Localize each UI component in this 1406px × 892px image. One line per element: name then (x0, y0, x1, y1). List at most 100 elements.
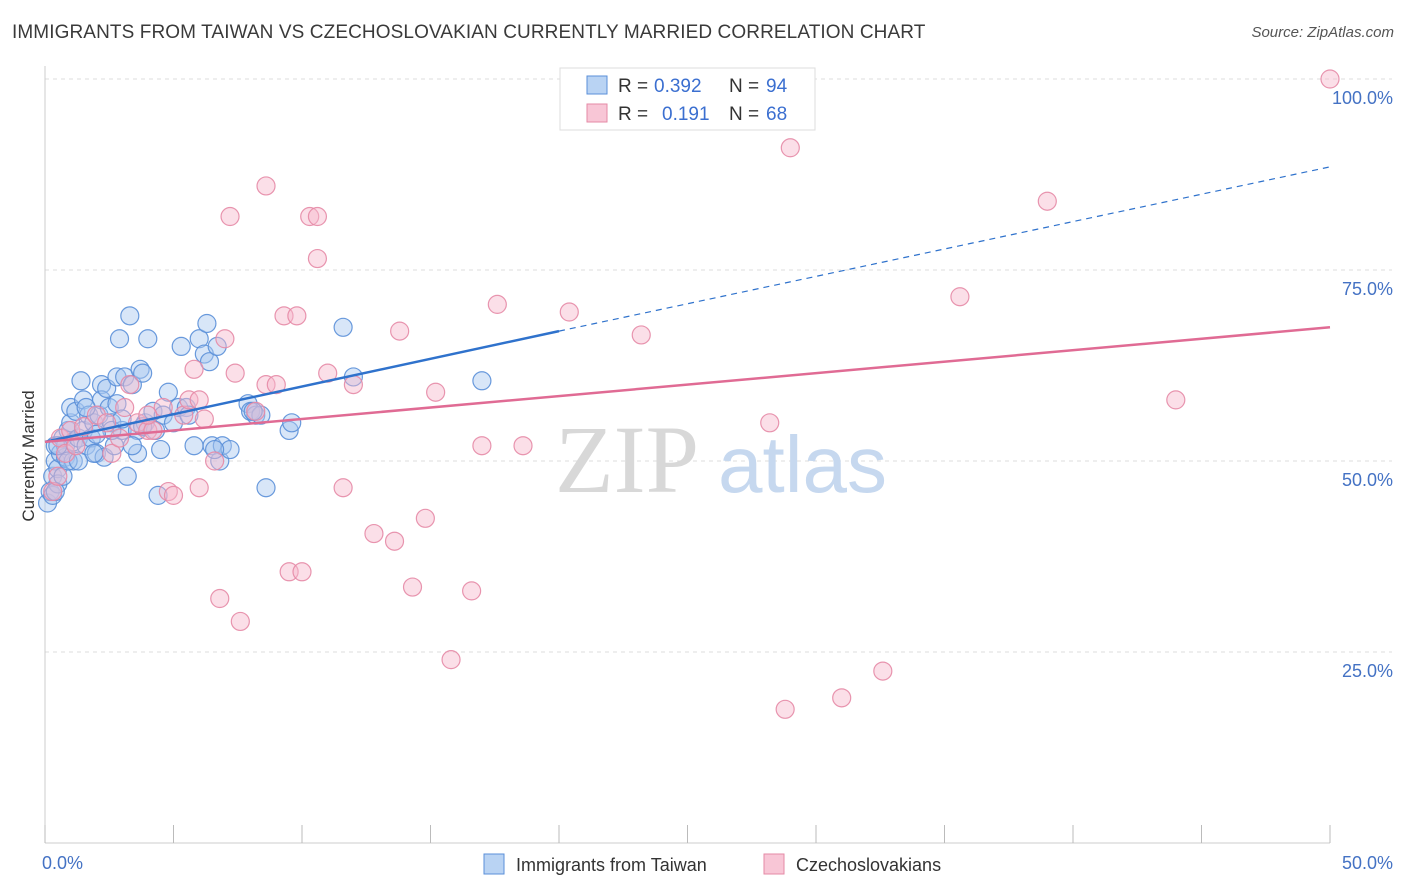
legend-r-value-czech: 0.191 (662, 104, 710, 125)
taiwan-point-10 (53, 466, 73, 486)
taiwan-point-18 (66, 401, 86, 421)
czech-point-9 (102, 443, 122, 463)
taiwan-point-54 (158, 382, 178, 402)
czech-point-17 (158, 481, 178, 502)
taiwan-point-62 (197, 313, 217, 334)
trend-line-taiwan (44, 329, 560, 444)
czech-point-12 (120, 375, 140, 395)
czech-point-36 (287, 306, 307, 326)
legend-n-value-czech: 68 (766, 104, 787, 125)
taiwan-point-49 (143, 401, 163, 421)
czech-point-6 (73, 417, 94, 437)
czech-point-28 (225, 363, 245, 383)
taiwan-point-88 (205, 439, 225, 460)
taiwan-point-68 (220, 439, 240, 460)
czech-point-61 (873, 661, 893, 681)
czech-point-64 (1166, 390, 1186, 410)
czech-point-30 (246, 401, 266, 421)
czech-point-21 (184, 359, 204, 379)
taiwan-point-80 (76, 397, 96, 418)
bottom-legend-label-czech: Czechoslovakians (796, 855, 941, 875)
czech-point-42 (333, 478, 353, 498)
trend-lines (44, 166, 1331, 444)
legend-n-value-taiwan: 94 (766, 76, 788, 97)
czech-point-60 (832, 688, 852, 708)
czech-point-57 (760, 413, 780, 433)
czech-point-11 (115, 397, 135, 418)
x-tick-label-1: 50.0% (1342, 853, 1393, 873)
taiwan-point-60 (189, 329, 209, 349)
czech-point-53 (487, 294, 507, 314)
czech-point-48 (415, 508, 435, 528)
y-tick-label-0: 25.0% (1342, 661, 1393, 681)
legend-swatch-taiwan (586, 75, 608, 95)
czech-point-63 (1037, 191, 1057, 211)
legend-r-label-czech: R = (618, 104, 648, 125)
czech-point-37 (292, 562, 312, 582)
czech-point-55 (559, 302, 579, 322)
watermark-zip: ZIP (555, 406, 699, 513)
czech-point-29 (230, 611, 250, 632)
czech-point-46 (390, 321, 410, 341)
czech-point-62 (950, 287, 970, 307)
y-tick-label-3: 100.0% (1332, 88, 1393, 108)
taiwan-point-57 (171, 336, 191, 356)
taiwan-point-78 (472, 371, 492, 391)
czech-point-23 (194, 409, 214, 429)
czech-point-65 (1320, 69, 1340, 89)
czech-point-27 (220, 206, 240, 227)
legend-r-label-taiwan: R = (618, 76, 648, 97)
czech-point-25 (210, 588, 230, 609)
taiwan-point-63 (199, 352, 220, 372)
czech-point-7 (86, 405, 107, 425)
czech-point-10 (109, 428, 130, 448)
y-tick-label-2: 75.0% (1342, 279, 1393, 299)
czech-point-24 (205, 451, 225, 471)
taiwan-point-41 (120, 306, 140, 326)
czech-point-51 (462, 581, 482, 601)
taiwan-point-48 (138, 329, 158, 349)
czech-point-5 (66, 436, 86, 456)
y-axis-title: Currently Married (19, 390, 38, 521)
czech-point-26 (215, 329, 235, 349)
taiwan-point-65 (207, 336, 227, 356)
taiwan-point-37 (109, 329, 130, 349)
chart-title: IMMIGRANTS FROM TAIWAN VS CZECHOSLOVAKIA… (12, 22, 926, 43)
top-legend: R = 0.392 N = 94 R = 0.191 N = 68 (559, 67, 816, 131)
czech-point-54 (513, 436, 533, 456)
taiwan-point-46 (133, 363, 153, 383)
tick-labels: 25.0% 50.0% 75.0% 100.0% 0.0% 50.0% (42, 88, 1393, 873)
czech-point-49 (426, 382, 446, 402)
legend-swatch-czech (586, 103, 608, 123)
czech-point-59 (780, 138, 800, 158)
czech-point-45 (384, 531, 405, 551)
bottom-legend-swatch-taiwan (483, 853, 505, 875)
czech-point-38 (300, 206, 320, 227)
watermark-atlas: atlas (718, 420, 887, 509)
bottom-legend-label-taiwan: Immigrants from Taiwan (516, 855, 707, 875)
source-label: Source: ZipAtlas.com (1251, 24, 1394, 41)
czech-point-40 (307, 206, 328, 227)
czech-point-47 (402, 577, 423, 597)
czech-point-0 (43, 481, 63, 502)
czech-point-43 (343, 375, 363, 395)
taiwan-point-20 (71, 371, 91, 391)
legend-n-label-czech: N = (729, 104, 759, 125)
bottom-legend-swatch-czech (763, 853, 785, 875)
bottom-legend: Immigrants from Taiwan Czechoslovakians (483, 853, 941, 875)
czech-point-20 (179, 390, 199, 410)
taiwan-point-79 (58, 451, 78, 471)
x-tick-label-0: 0.0% (42, 853, 83, 873)
taiwan-point-74 (279, 420, 299, 441)
legend-r-value-taiwan: 0.392 (654, 76, 702, 97)
czech-point-18 (163, 485, 184, 505)
taiwan-point-76 (333, 317, 353, 337)
taiwan-point-52 (151, 439, 171, 460)
series-czech-points (43, 69, 1340, 719)
czech-point-56 (631, 325, 651, 345)
grid-lines (45, 78, 1392, 653)
axes (44, 66, 1331, 844)
taiwan-point-75 (282, 413, 302, 433)
legend-n-label-taiwan: N = (729, 76, 759, 97)
